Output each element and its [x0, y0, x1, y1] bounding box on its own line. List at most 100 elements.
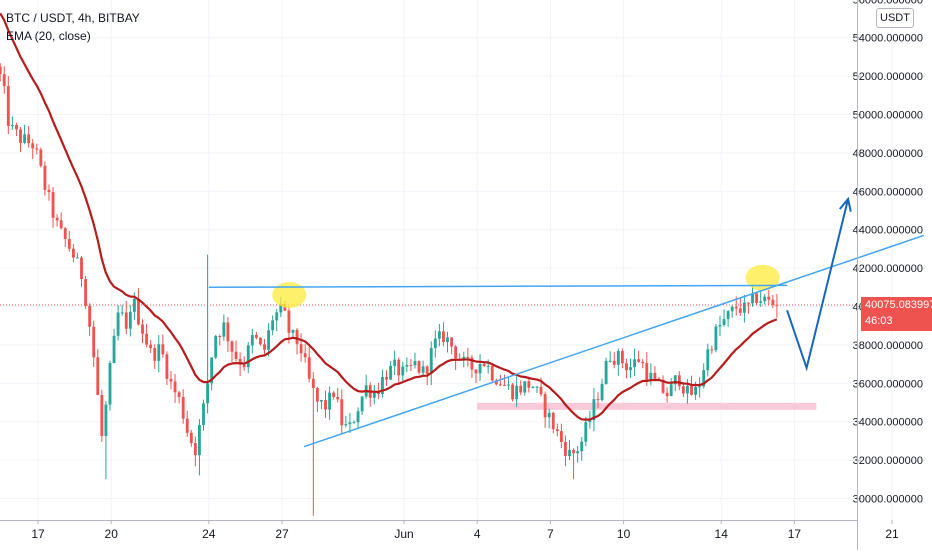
candle-body	[755, 293, 759, 303]
candle-body	[128, 311, 132, 329]
candle-body	[616, 350, 620, 365]
candle-body	[576, 451, 580, 454]
candle-body	[503, 385, 506, 387]
candle-body	[96, 357, 100, 395]
annotation-layer	[0, 196, 924, 448]
candle-body	[454, 346, 458, 359]
candle-body	[311, 378, 315, 389]
x-tick-label: 10	[617, 527, 631, 541]
candle-body	[767, 296, 771, 300]
y-tick-label: 38000.000000	[853, 340, 923, 352]
candle-body	[702, 370, 706, 387]
candle-body	[92, 326, 96, 358]
candle-body	[450, 337, 454, 347]
candle-body	[137, 299, 140, 325]
candle-body	[27, 134, 31, 144]
candle-body	[2, 74, 6, 87]
candle-body	[417, 361, 421, 373]
candle-body	[100, 394, 104, 436]
projection-path	[786, 198, 850, 372]
candle-body	[23, 134, 27, 143]
candle-body	[559, 431, 563, 442]
candle-body	[177, 392, 181, 397]
candle-body	[507, 384, 510, 386]
candle-body	[39, 149, 43, 166]
candle-body	[494, 380, 498, 385]
chart-legend: BTC / USDT, 4h, BITBAY EMA (20, close)	[6, 9, 140, 45]
candle-body	[352, 422, 356, 424]
x-tick-label: 21	[885, 527, 899, 541]
candle-body	[222, 322, 226, 337]
candle-body	[153, 348, 157, 361]
candle-body	[173, 381, 177, 393]
candle-body	[19, 129, 22, 143]
candle-body	[0, 66, 2, 75]
candle-body	[165, 354, 169, 379]
y-tick-label: 48000.000000	[853, 148, 923, 160]
candle-body	[141, 324, 144, 334]
candle-body	[539, 386, 543, 395]
y-tick-label: 32000.000000	[853, 455, 923, 467]
candle-body	[189, 432, 193, 444]
candle-body	[551, 412, 555, 430]
candle-body	[698, 386, 702, 388]
candle-body	[116, 312, 120, 336]
price-unit-button[interactable]: USDT	[876, 8, 914, 28]
indicator-label[interactable]: EMA (20, close)	[6, 29, 91, 43]
candle-body	[572, 449, 576, 454]
candle-body	[637, 359, 641, 362]
y-tick-label: 52000.000000	[853, 71, 923, 83]
candle-body	[43, 165, 47, 190]
candle-body	[59, 220, 63, 229]
candle-body	[734, 306, 738, 309]
candle-body	[303, 353, 307, 358]
candle-body	[694, 386, 698, 395]
candle-body	[238, 358, 242, 365]
candle-body	[588, 420, 592, 423]
candle-body	[747, 302, 750, 304]
candle-body	[246, 345, 250, 368]
candle-countdown: 46:03	[865, 315, 893, 327]
candle-body	[51, 192, 55, 218]
candle-body	[393, 359, 397, 366]
candle-body	[498, 384, 502, 386]
candle-body	[730, 306, 734, 312]
candle-body	[722, 319, 726, 326]
candle-body	[193, 443, 197, 456]
candle-body	[71, 248, 75, 258]
symbol-title[interactable]: BTC / USDT, 4h, BITBAY	[6, 11, 140, 25]
candle-body	[759, 301, 763, 303]
candle-body	[47, 189, 51, 193]
rising-trendline	[303, 234, 924, 448]
y-tick-label: 30000.000000	[853, 494, 923, 506]
y-tick-label: 42000.000000	[853, 263, 923, 275]
candle-body	[677, 375, 681, 387]
resistance-line	[208, 284, 788, 289]
candle-body	[385, 376, 388, 380]
candle-body	[511, 384, 515, 400]
y-tick-label: 50000.000000	[853, 110, 923, 122]
candle-body	[515, 385, 519, 400]
candle-body	[88, 305, 92, 327]
candle-body	[612, 360, 616, 365]
x-tick-label: 7	[547, 527, 554, 541]
candle-body	[681, 386, 685, 394]
candle-body	[372, 392, 376, 398]
candle-body	[527, 381, 531, 388]
candle-body	[348, 422, 352, 425]
candle-body	[376, 392, 380, 394]
candle-body	[291, 329, 295, 333]
candle-body	[206, 383, 210, 404]
candle-body	[726, 311, 730, 320]
candle-body	[360, 396, 364, 412]
candle-body	[320, 400, 323, 402]
candle-body	[161, 344, 165, 355]
y-tick-label: 36000.000000	[853, 378, 923, 390]
candle-body	[673, 375, 677, 385]
candle-body	[31, 143, 35, 149]
candle-body	[543, 394, 547, 418]
candle-body	[580, 441, 584, 452]
